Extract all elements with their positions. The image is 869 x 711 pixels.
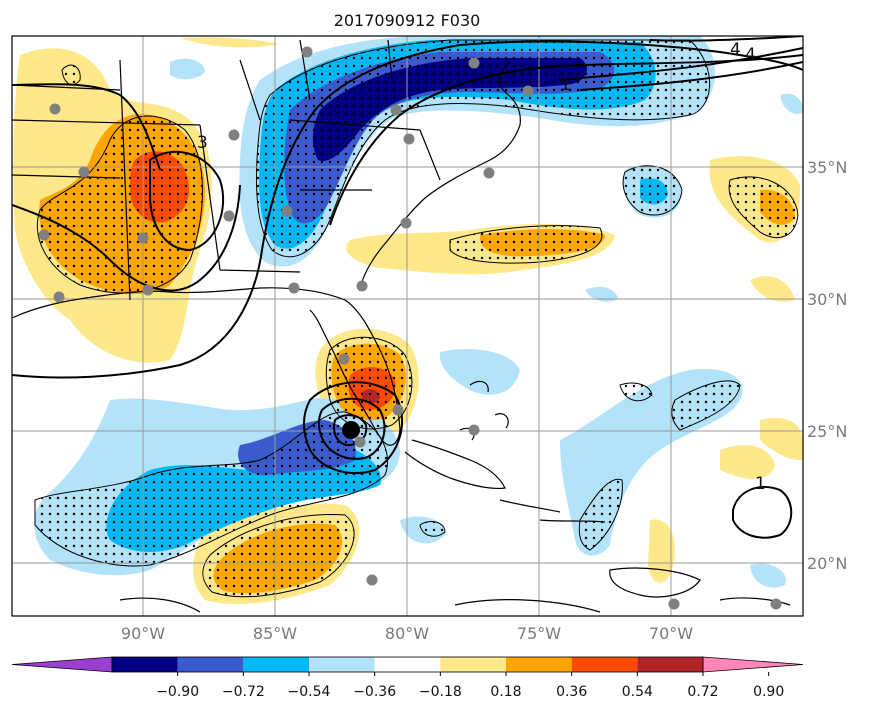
station-marker bbox=[770, 598, 782, 610]
colorbar-label: −0.72 bbox=[222, 684, 265, 700]
station-marker bbox=[53, 291, 65, 303]
lat-ticks: 35°N 30°N 25°N 20°N bbox=[807, 158, 847, 573]
lon-tick-label: 70°W bbox=[649, 624, 693, 643]
station-marker bbox=[400, 217, 412, 229]
colorbar-segment bbox=[177, 657, 244, 672]
colorbar-segment bbox=[571, 657, 638, 672]
colorbar-segment bbox=[309, 657, 375, 672]
colorbar-extend-high bbox=[702, 656, 804, 673]
contour-label: 4 bbox=[730, 40, 741, 60]
colorbar-segment bbox=[637, 657, 703, 672]
colorbar-frame bbox=[111, 656, 704, 673]
colorbar-label: −0.18 bbox=[419, 684, 462, 700]
station-marker bbox=[483, 167, 495, 179]
colorbar-segment bbox=[506, 657, 572, 672]
station-marker bbox=[288, 282, 300, 294]
lon-ticks: 90°W 85°W 80°W 75°W 70°W bbox=[121, 624, 693, 643]
lon-tick-label: 85°W bbox=[253, 624, 297, 643]
station-marker bbox=[522, 85, 534, 97]
colorbar-segment bbox=[112, 657, 178, 672]
gridlines bbox=[12, 36, 803, 616]
lat-tick-label: 25°N bbox=[807, 422, 847, 441]
storm-center-marker bbox=[342, 421, 360, 439]
map-panel: 3 4 4 1 1 bbox=[12, 36, 803, 616]
lat-tick-label: 35°N bbox=[807, 158, 847, 177]
station-marker bbox=[668, 598, 680, 610]
lon-tick-label: 90°W bbox=[121, 624, 165, 643]
stipple-regions bbox=[34, 39, 799, 598]
lat-tick-label: 20°N bbox=[807, 554, 847, 573]
station-marker bbox=[78, 166, 90, 178]
lon-tick-label: 75°W bbox=[517, 624, 561, 643]
coastlines bbox=[12, 39, 791, 613]
contour-label: 1 bbox=[755, 474, 766, 494]
station-marker bbox=[338, 353, 350, 365]
station-marker bbox=[142, 284, 154, 296]
colorbar-label: −0.54 bbox=[288, 684, 331, 700]
colorbar-label: 0.90 bbox=[753, 684, 784, 700]
colorbar-segment bbox=[374, 657, 441, 672]
station-marker bbox=[301, 46, 313, 58]
map-frame bbox=[11, 35, 804, 617]
colorbar-label: 0.54 bbox=[622, 684, 653, 700]
lon-tick-label: 80°W bbox=[385, 624, 429, 643]
station-marker bbox=[390, 104, 402, 116]
colorbar-segment bbox=[440, 657, 506, 672]
colorbar-label: 0.72 bbox=[687, 684, 718, 700]
station-marker bbox=[366, 574, 378, 586]
station-marker bbox=[356, 280, 368, 292]
station-marker bbox=[228, 129, 240, 141]
lat-tick-label: 30°N bbox=[807, 290, 847, 309]
colorbar: −0.90 −0.72 −0.54 −0.36 −0.18 0.18 0.36 0.54 0.7… bbox=[11, 656, 804, 700]
colorbar-label: −0.36 bbox=[353, 684, 396, 700]
station-marker bbox=[49, 103, 61, 115]
station-marker bbox=[281, 205, 293, 217]
station-marker bbox=[137, 232, 149, 244]
station-marker bbox=[468, 57, 480, 69]
station-marker bbox=[392, 404, 404, 416]
colorbar-label: 0.36 bbox=[556, 684, 587, 700]
station-markers bbox=[38, 46, 782, 610]
station-marker bbox=[354, 436, 366, 448]
contour-label: 3 bbox=[197, 133, 208, 153]
station-marker bbox=[38, 229, 50, 241]
station-marker bbox=[403, 133, 415, 145]
colorbar-label: −0.90 bbox=[156, 684, 199, 700]
colorbar-segment bbox=[243, 657, 309, 672]
colorbar-label: 0.18 bbox=[490, 684, 521, 700]
contour-label: 1 bbox=[560, 75, 571, 95]
map-title: 2017090912 F030 bbox=[334, 11, 481, 30]
colorbar-extend-low bbox=[11, 656, 113, 673]
station-marker bbox=[223, 210, 235, 222]
contours bbox=[12, 36, 803, 539]
contour-label: 4 bbox=[745, 45, 756, 65]
station-marker bbox=[468, 424, 480, 436]
